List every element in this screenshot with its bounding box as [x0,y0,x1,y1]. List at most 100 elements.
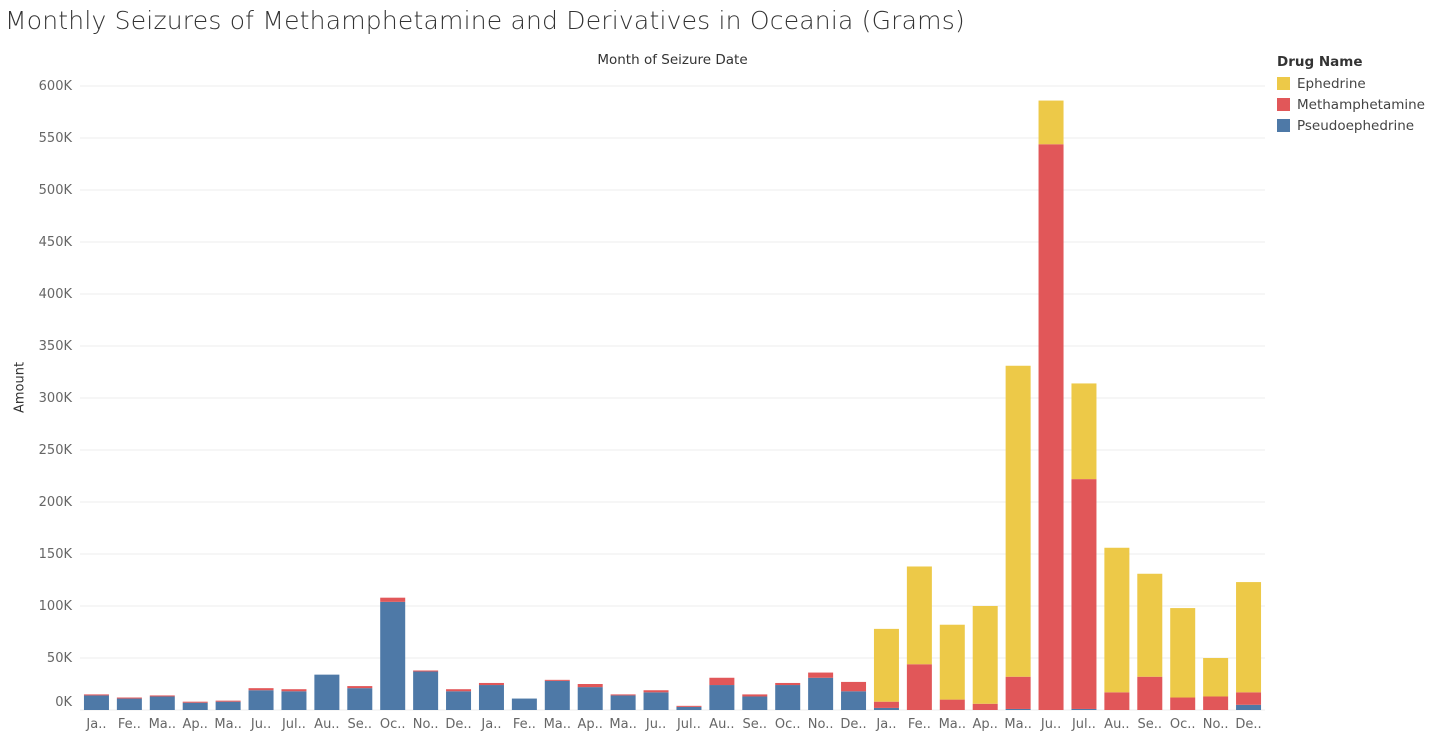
bar-segment-methamphetamine [1170,697,1196,710]
chart-title: Monthly Seizures of Methamphetamine and … [5,6,965,35]
bar-segment-methamphetamine [676,705,702,707]
bar-segment-methamphetamine [248,688,274,691]
bar-segment-methamphetamine [116,697,142,699]
bar-segment-methamphetamine [610,694,636,696]
x-tick-label: Jul.. [281,717,306,732]
bar-segment-pseudoephedrine [1071,708,1097,710]
bar-segment-methamphetamine [380,597,406,602]
y-tick-label: 250K [39,443,73,458]
x-tick-label: Ma.. [609,717,636,732]
x-tick-label: Fe.. [118,717,141,732]
bar-segment-pseudoephedrine [215,701,241,710]
bar-segment-ephedrine [906,566,932,665]
x-tick-label: Ma.. [214,717,241,732]
legend-swatch [1277,119,1290,132]
bar-segment-methamphetamine [83,694,109,696]
x-tick-label: Se.. [743,717,768,732]
bar-segment-pseudoephedrine [248,690,274,710]
bar-segment-methamphetamine [1104,692,1130,710]
bar-segment-methamphetamine [1071,479,1097,709]
bar-segment-methamphetamine [1203,696,1229,710]
x-tick-label: Fe.. [513,717,536,732]
bar-segment-methamphetamine [149,695,175,697]
x-tick-label: Se.. [348,717,373,732]
bar-segment-pseudoephedrine [610,695,636,710]
x-tick-label: De.. [840,717,866,732]
x-tick-label: Oc.. [380,717,406,732]
x-tick-label: Fe.. [908,717,931,732]
bar-segment-methamphetamine [808,672,834,678]
bar-segment-pseudoephedrine [1005,708,1031,710]
bar-segment-methamphetamine [1038,144,1064,711]
bar-segment-pseudoephedrine [873,707,899,710]
x-tick-label: Ja.. [480,717,501,732]
x-tick-label: Ja.. [875,717,896,732]
bar-segment-methamphetamine [873,701,899,708]
bar-marks [83,100,1262,711]
legend: Drug Name Ephedrine Methamphetamine Pseudo… [1277,54,1425,136]
bar-segment-pseudoephedrine [347,688,373,710]
bar-segment-pseudoephedrine [281,691,307,710]
bar-segment-methamphetamine [182,701,208,703]
bar-segment-ephedrine [1170,608,1196,698]
y-axis-ticks: 0K 50K 100K 150K 200K 250K 300K 350K 400K 450K 500… [39,79,73,710]
bar-segment-pseudoephedrine [446,691,472,710]
bar-segment-ephedrine [1137,573,1163,677]
x-tick-label: Jul.. [1071,717,1096,732]
bar-segment-methamphetamine [972,703,998,710]
x-tick-label: Oc.. [775,717,801,732]
legend-item-ephedrine[interactable]: Ephedrine [1277,73,1425,94]
bar-segment-pseudoephedrine [841,691,867,710]
x-tick-label: Ap.. [182,717,207,732]
bar-segment-ephedrine [939,624,965,700]
x-tick-label: Ma.. [544,717,571,732]
bar-segment-methamphetamine [413,670,439,672]
x-tick-label: Au.. [1104,717,1129,732]
bar-segment-methamphetamine [906,664,932,710]
y-tick-label: 300K [39,391,73,406]
bar-segment-methamphetamine [1005,676,1031,709]
bar-segment-methamphetamine [478,682,504,686]
bar-segment-methamphetamine [577,684,603,688]
y-tick-label: 550K [39,131,73,146]
gridlines [80,85,1265,711]
x-tick-label: Ap.. [972,717,997,732]
bar-segment-pseudoephedrine [511,698,537,710]
y-tick-label: 500K [39,183,73,198]
y-tick-label: 150K [39,547,73,562]
bar-segment-pseudoephedrine [83,695,109,710]
bar-segment-pseudoephedrine [149,696,175,710]
bar-segment-ephedrine [1071,383,1097,480]
legend-swatch [1277,98,1290,111]
bar-segment-methamphetamine [1137,676,1163,710]
legend-label: Methamphetamine [1297,96,1425,113]
x-tick-label: De.. [445,717,471,732]
y-tick-label: 450K [39,235,73,250]
bar-segment-methamphetamine [742,694,768,697]
y-tick-label: 50K [47,651,73,666]
legend-item-pseudoephedrine[interactable]: Pseudoephedrine [1277,115,1425,136]
bar-segment-methamphetamine [446,689,472,692]
x-axis-header: Month of Seizure Date [597,52,748,68]
y-tick-label: 200K [39,495,73,510]
legend-item-methamphetamine[interactable]: Methamphetamine [1277,94,1425,115]
y-tick-label: 400K [39,287,73,302]
bar-segment-methamphetamine [1236,692,1262,705]
bar-segment-pseudoephedrine [544,680,570,710]
x-tick-label: Ju.. [250,717,271,732]
x-tick-label: Ja.. [85,717,106,732]
bar-segment-ephedrine [1236,582,1262,693]
bar-segment-pseudoephedrine [643,692,669,710]
bar-segment-methamphetamine [841,681,867,692]
x-axis-ticks: Ja.. Fe.. Ma.. Ap.. Ma.. Ju.. Jul.. Au.. Se.. Oc.… [85,717,1261,732]
bar-segment-pseudoephedrine [116,698,142,710]
bar-segment-methamphetamine [643,690,669,693]
x-tick-label: No.. [808,717,834,732]
x-tick-label: Ju.. [1040,717,1061,732]
x-tick-label: Se.. [1138,717,1163,732]
bar-segment-methamphetamine [544,679,570,681]
bar-segment-pseudoephedrine [808,677,834,710]
bar-segment-ephedrine [1005,365,1031,677]
x-tick-label: Ma.. [1004,717,1031,732]
bar-segment-pseudoephedrine [1236,704,1262,710]
